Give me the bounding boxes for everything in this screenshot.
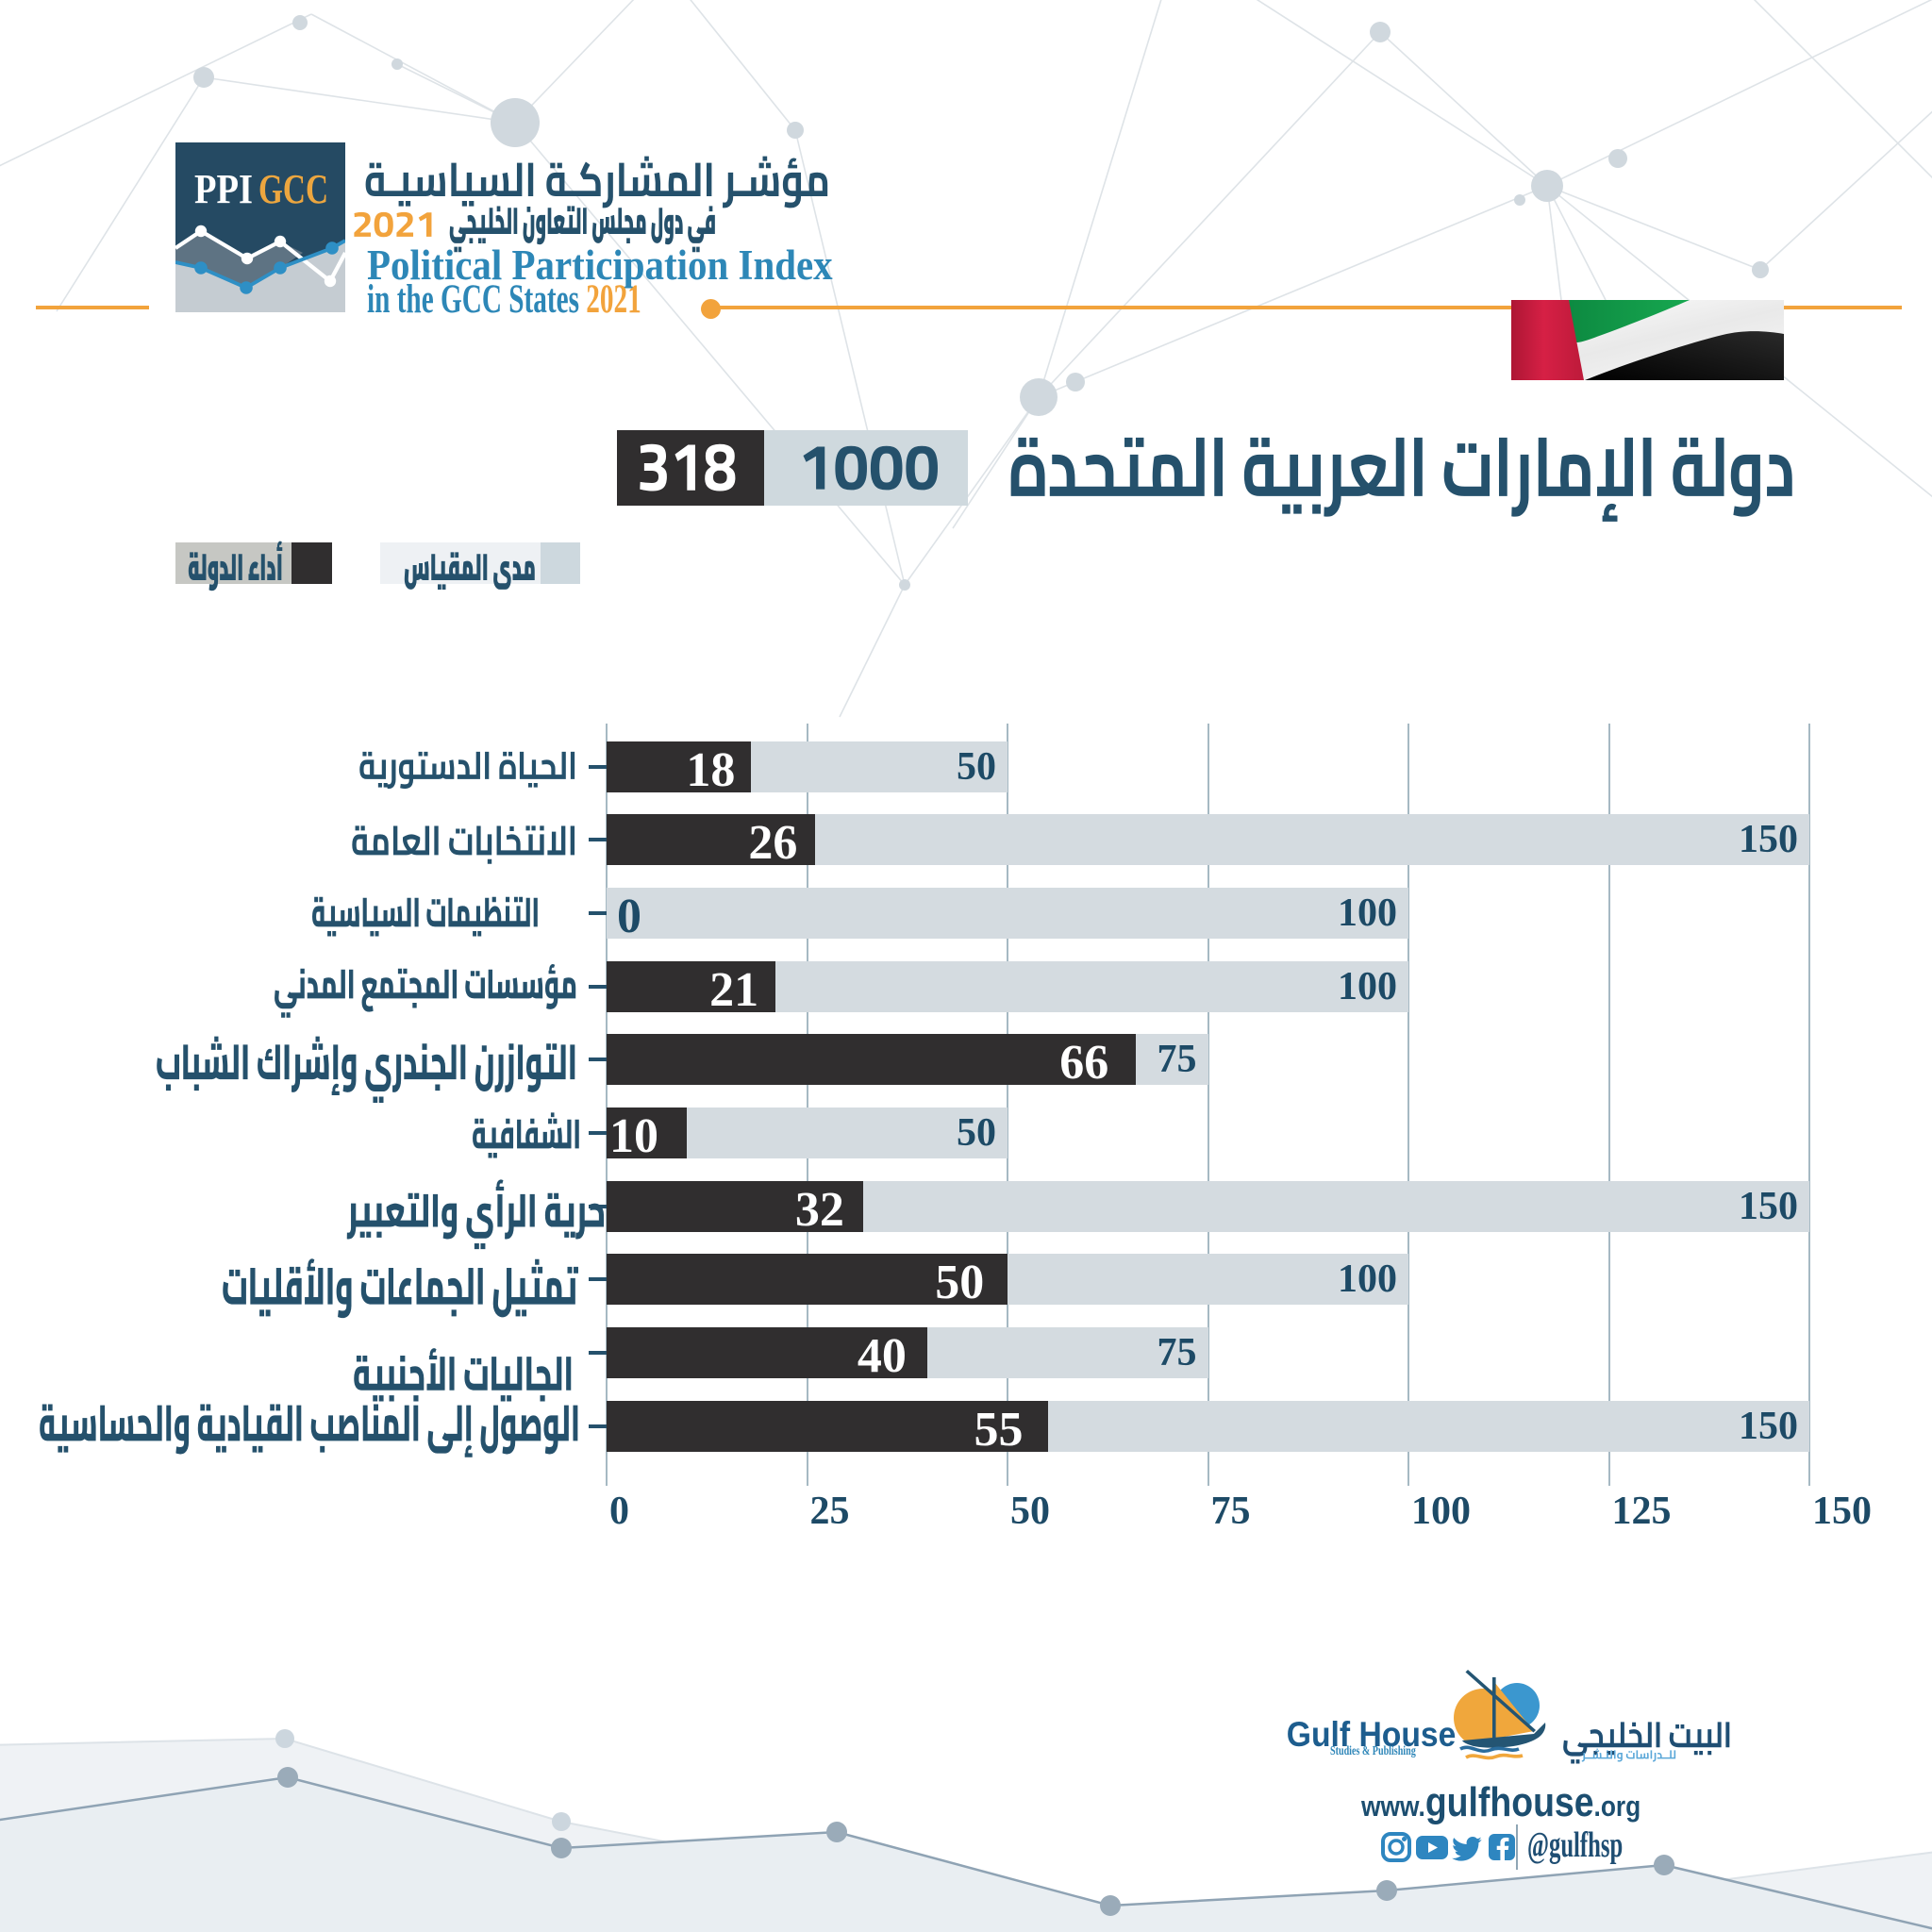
svg-text:GCC: GCC <box>258 166 328 212</box>
svg-text:PPI: PPI <box>194 166 253 212</box>
